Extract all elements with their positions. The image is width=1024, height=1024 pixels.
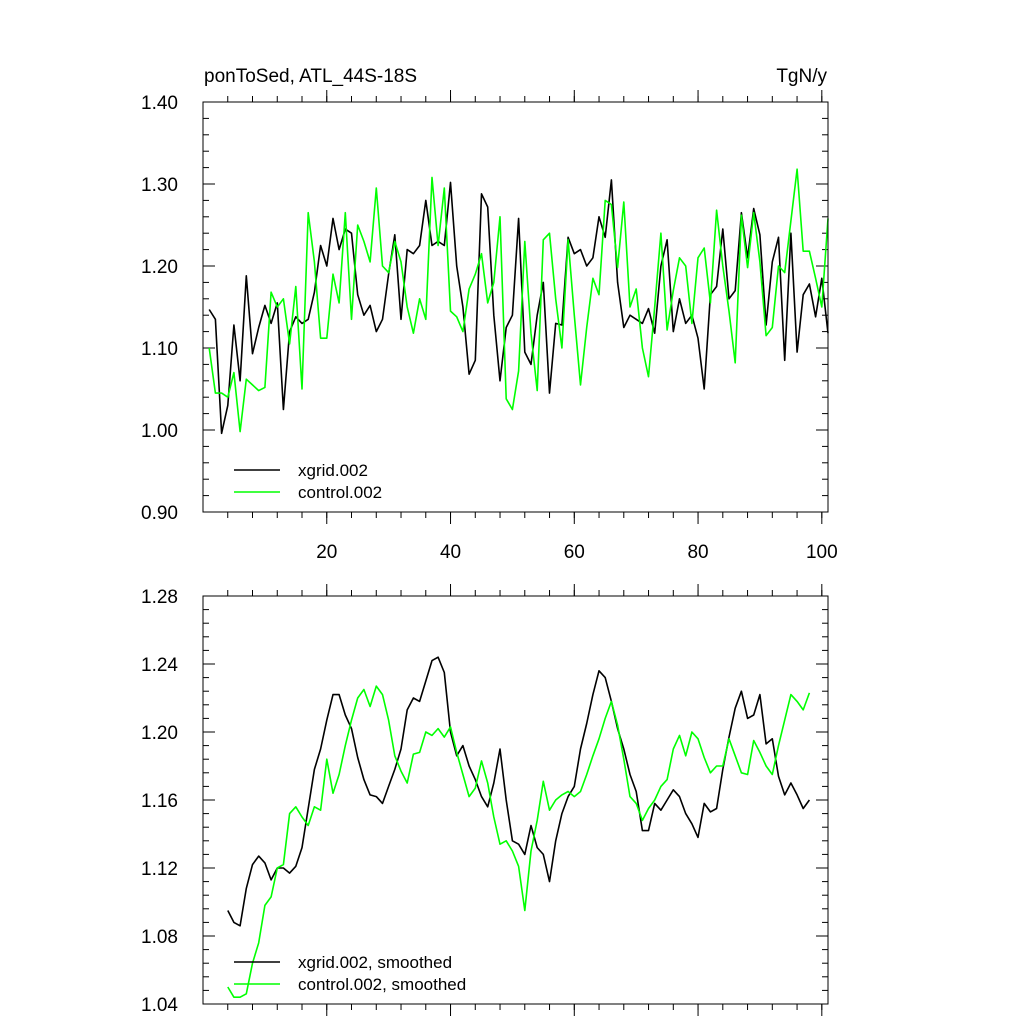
legend-label-1: control.002	[298, 483, 382, 502]
top-x-tick-labels: 20 40 60 80 100	[316, 542, 837, 563]
y-tick-label-2: 1.10	[141, 339, 178, 360]
y-tick-label-5: 1.24	[141, 655, 178, 676]
top-series-lines	[208, 168, 829, 435]
y-tick-label-4: 1.20	[141, 723, 178, 744]
bottom-plot-frame	[202, 595, 829, 1005]
y-tick-label-3: 1.16	[141, 791, 178, 812]
y-tick-label-3: 1.20	[141, 257, 178, 278]
top-legend: xgrid.002 control.002	[234, 461, 382, 502]
y-tick-label-0: 1.04	[141, 995, 178, 1016]
series-line-1	[208, 168, 829, 433]
top-plot-frame	[202, 101, 829, 513]
y-tick-label-0: 0.90	[141, 503, 178, 524]
legend-label-0: xgrid.002	[298, 461, 368, 480]
top-title-right: TgN/y	[776, 66, 827, 87]
series-line-1	[227, 685, 811, 999]
bottom-panel: 1.04 1.08 1.12 1.16 1.20 1.24 1.28 xgrid.002, …	[141, 584, 829, 1016]
x-tick-label-4: 100	[806, 542, 838, 563]
bottom-ticks	[203, 584, 828, 1016]
bottom-legend: xgrid.002, smoothed control.002, smoothed	[234, 953, 466, 994]
x-tick-label-3: 80	[687, 542, 708, 563]
series-line-0	[227, 656, 811, 927]
x-tick-label-2: 60	[564, 542, 585, 563]
x-tick-label-0: 20	[316, 542, 337, 563]
bottom-series-lines	[227, 656, 811, 999]
y-tick-label-1: 1.00	[141, 421, 178, 442]
y-tick-label-1: 1.08	[141, 927, 178, 948]
y-tick-label-2: 1.12	[141, 859, 178, 880]
x-tick-label-1: 40	[440, 542, 461, 563]
top-panel: ponToSed, ATL_44S-18S TgN/y 0.90 1.00 1.10…	[141, 66, 838, 563]
y-tick-label-4: 1.30	[141, 175, 178, 196]
series-line-0	[208, 179, 829, 435]
y-tick-label-5: 1.40	[141, 93, 178, 114]
top-title-left: ponToSed, ATL_44S-18S	[204, 66, 417, 87]
legend-label-0: xgrid.002, smoothed	[298, 953, 452, 972]
top-y-tick-labels: 0.90 1.00 1.10 1.20 1.30 1.40	[141, 93, 178, 524]
bottom-y-tick-labels: 1.04 1.08 1.12 1.16 1.20 1.24 1.28	[141, 587, 178, 1016]
y-tick-label-6: 1.28	[141, 587, 178, 608]
legend-label-1: control.002, smoothed	[298, 975, 466, 994]
